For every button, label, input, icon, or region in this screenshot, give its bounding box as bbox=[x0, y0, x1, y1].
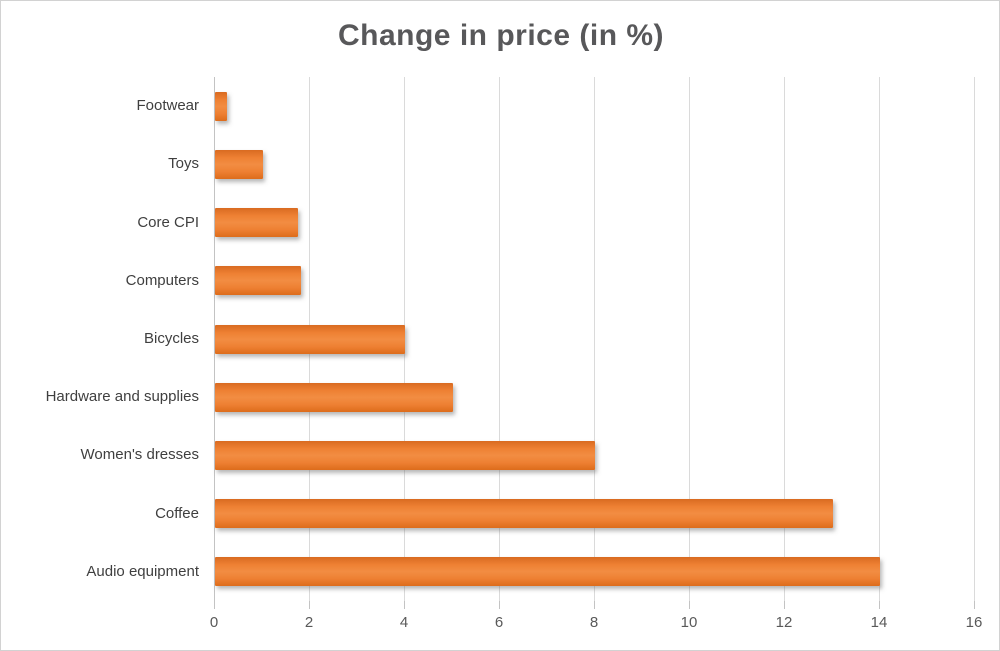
x-axis-tick bbox=[214, 601, 215, 609]
gridline bbox=[499, 77, 500, 601]
gridline bbox=[784, 77, 785, 601]
bar-coffee bbox=[215, 499, 833, 529]
bar-audio-equipment bbox=[215, 557, 880, 587]
y-category-label: Bicycles bbox=[143, 330, 199, 347]
bar-hardware-and-supplies bbox=[215, 382, 453, 412]
x-axis-tick bbox=[499, 601, 500, 609]
y-category-label: Toys bbox=[168, 155, 199, 173]
y-category-label: Coffee bbox=[155, 504, 199, 522]
gridline bbox=[594, 77, 595, 601]
x-tick-label: 0 bbox=[209, 614, 219, 631]
gridline bbox=[214, 77, 215, 601]
gridline bbox=[974, 77, 975, 601]
x-tick-label: 6 bbox=[494, 614, 504, 631]
bar-core-cpi bbox=[215, 208, 299, 238]
y-category-label: Footwear bbox=[136, 97, 199, 115]
x-tick-label: 4 bbox=[399, 614, 409, 631]
bar-computers bbox=[215, 266, 301, 296]
bar-toys bbox=[215, 149, 263, 179]
bar-bicycles bbox=[215, 324, 405, 354]
gridline bbox=[879, 77, 880, 601]
x-axis-tick bbox=[974, 601, 975, 609]
y-category-label: Hardware and supplies bbox=[45, 388, 199, 406]
x-tick-label: 2 bbox=[304, 614, 314, 631]
y-category-label: Women's dresses bbox=[80, 446, 199, 464]
x-axis-tick bbox=[784, 601, 785, 609]
x-axis-tick bbox=[879, 601, 880, 609]
x-tick-label: 8 bbox=[589, 614, 599, 631]
y-category-label: Computers bbox=[125, 271, 199, 289]
x-tick-label: 12 bbox=[775, 614, 793, 631]
chart-title: Change in price (in %) bbox=[337, 19, 665, 52]
x-axis-tick bbox=[689, 601, 690, 609]
x-axis-tick bbox=[309, 601, 310, 609]
x-tick-label: 16 bbox=[965, 614, 983, 631]
bar-footwear bbox=[215, 91, 227, 121]
y-category-label: Core CPI bbox=[137, 213, 199, 231]
x-axis-tick bbox=[594, 601, 595, 609]
y-category-label: Audio equipment bbox=[86, 562, 199, 580]
x-axis-tick bbox=[404, 601, 405, 609]
x-tick-label: 14 bbox=[870, 614, 888, 631]
bar-women-s-dresses bbox=[215, 440, 595, 470]
gridline bbox=[689, 77, 690, 601]
x-tick-label: 10 bbox=[680, 614, 698, 631]
